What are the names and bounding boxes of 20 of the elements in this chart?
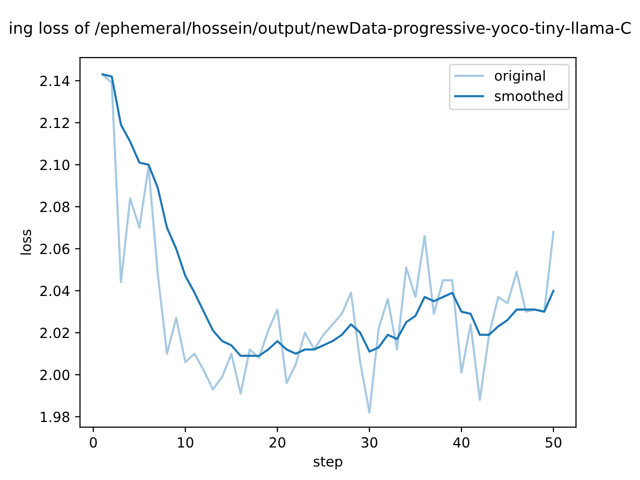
x-tick-label: 0	[90, 437, 97, 448]
y-tick-label: 2.12	[40, 118, 69, 128]
y-tick-label: 2.08	[40, 202, 70, 212]
y-tick-label: 2.02	[40, 328, 69, 338]
x-tick-label: 20	[270, 437, 286, 448]
x-tick-label: 50	[546, 437, 562, 448]
legend-label: original	[494, 70, 545, 84]
chart-title: ing loss of /ephemeral/hossein/output/newData-progressive-yoco-tiny-llama-C	[10, 22, 631, 38]
y-tick-label: 1.98	[40, 412, 70, 422]
x-tick-label: 10	[178, 437, 194, 448]
x-tick-label: 40	[453, 437, 470, 448]
x-axis-title: step	[314, 456, 342, 470]
y-tick-label: 2.06	[40, 244, 70, 254]
x-tick-label: 30	[362, 437, 378, 448]
y-tick-label: 2.04	[40, 286, 70, 296]
y-axis-title: loss	[20, 230, 32, 255]
y-tick-label: 2.10	[40, 160, 70, 170]
legend-label: smoothed	[494, 90, 562, 102]
y-tick-label: 2.14	[40, 76, 70, 86]
y-tick-label: 2.00	[40, 370, 70, 380]
